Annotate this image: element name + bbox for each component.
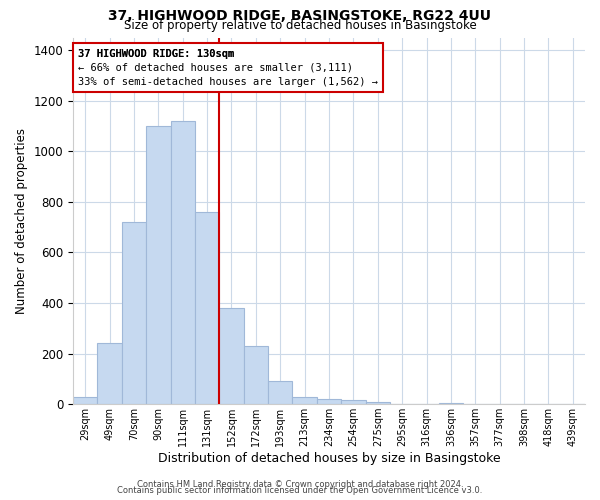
Text: 37 HIGHWOOD RIDGE: 130sqm: 37 HIGHWOOD RIDGE: 130sqm — [78, 48, 235, 100]
Bar — [292, 396, 317, 404]
Bar — [97, 344, 122, 404]
Bar — [195, 212, 220, 404]
Text: Contains HM Land Registry data © Crown copyright and database right 2024.: Contains HM Land Registry data © Crown c… — [137, 480, 463, 489]
Bar — [365, 402, 390, 404]
Bar — [122, 222, 146, 404]
Bar — [341, 400, 365, 404]
Bar — [317, 399, 341, 404]
Bar — [146, 126, 170, 404]
Bar — [73, 396, 97, 404]
Text: Size of property relative to detached houses in Basingstoke: Size of property relative to detached ho… — [124, 18, 476, 32]
Y-axis label: Number of detached properties: Number of detached properties — [15, 128, 28, 314]
Bar — [220, 308, 244, 404]
Bar — [170, 121, 195, 404]
Bar — [244, 346, 268, 404]
Bar — [439, 403, 463, 404]
Text: 37 HIGHWOOD RIDGE: 130sqm
← 66% of detached houses are smaller (3,111)
33% of se: 37 HIGHWOOD RIDGE: 130sqm ← 66% of detac… — [78, 48, 378, 86]
Text: 37, HIGHWOOD RIDGE, BASINGSTOKE, RG22 4UU: 37, HIGHWOOD RIDGE, BASINGSTOKE, RG22 4U… — [109, 9, 491, 23]
X-axis label: Distribution of detached houses by size in Basingstoke: Distribution of detached houses by size … — [158, 452, 500, 465]
Text: Contains public sector information licensed under the Open Government Licence v3: Contains public sector information licen… — [118, 486, 482, 495]
Bar — [268, 382, 292, 404]
